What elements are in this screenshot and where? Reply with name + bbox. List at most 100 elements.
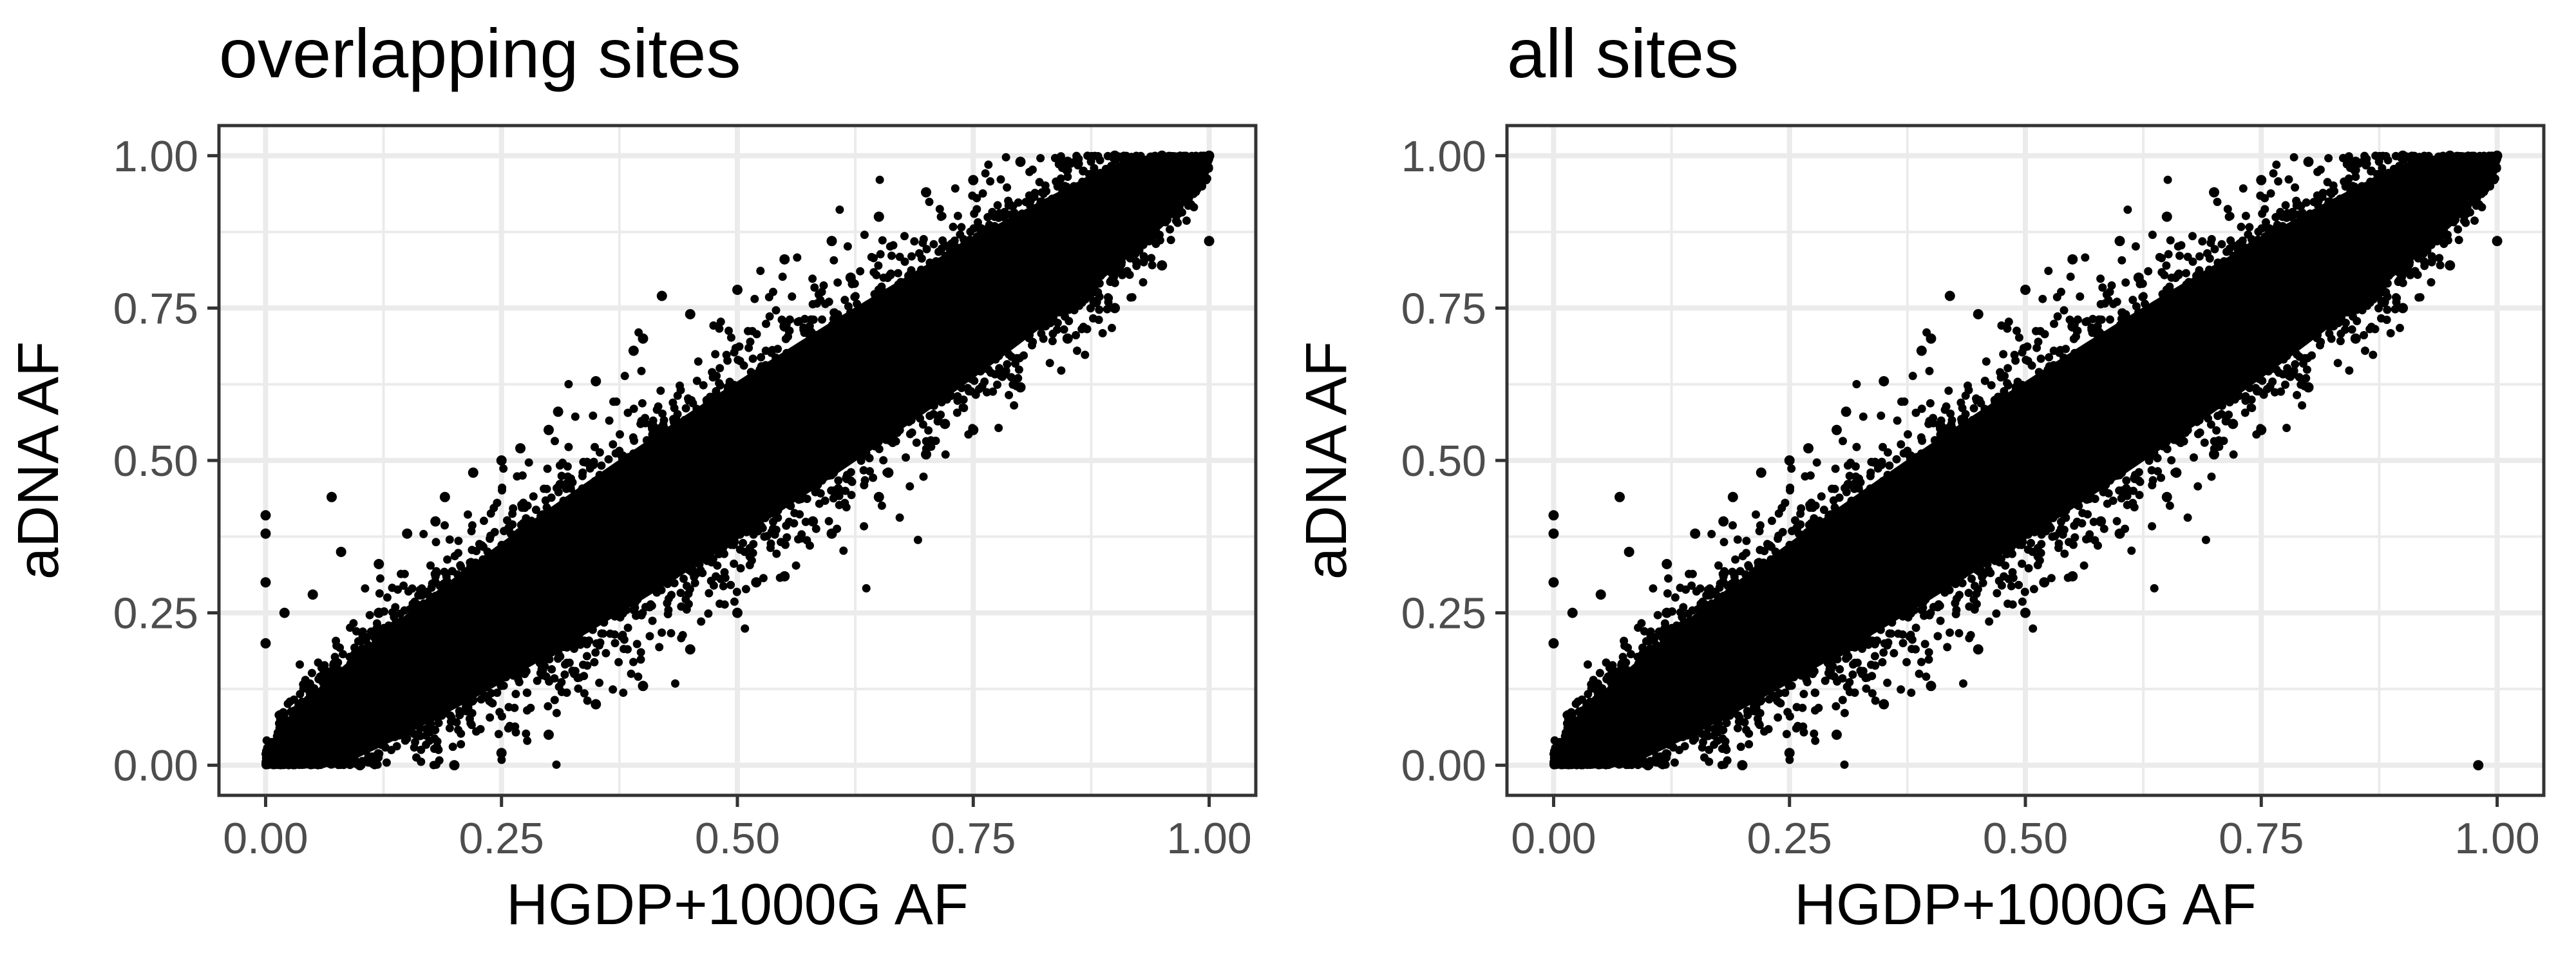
points-layer [1548, 150, 2503, 771]
scatter-point [2067, 254, 2078, 265]
scatter-point [638, 333, 649, 344]
scatter-point [779, 321, 790, 332]
scatter-point [751, 577, 762, 588]
scatter-point [449, 760, 460, 771]
scatter-point [1756, 467, 1766, 478]
scatter-point [628, 345, 639, 356]
x-tick-label: 1.00 [2454, 814, 2539, 863]
scatter-point [1737, 760, 1748, 771]
scatter-point [2492, 150, 2503, 161]
y-tick-label: 0.50 [113, 437, 198, 486]
scatter-point [779, 571, 790, 582]
scatter-point [1690, 528, 1701, 539]
scatter-point [468, 467, 478, 478]
scatter-point [2256, 175, 2267, 185]
scatter-point [1548, 528, 1559, 539]
y-tick-label: 1.00 [113, 132, 198, 181]
scatter-point [1879, 375, 1889, 386]
scatter-point [2161, 211, 2172, 222]
scatter-point [2398, 150, 2409, 161]
x-tick-label: 0.75 [2219, 814, 2304, 863]
scatter-point [2114, 236, 2125, 247]
scatter-point [845, 272, 856, 283]
y-tick-label: 0.50 [1401, 437, 1486, 486]
scatter-point [1062, 333, 1073, 344]
scatter-point [2378, 296, 2389, 307]
scatter-point [1784, 455, 1795, 466]
scatter-point [1879, 699, 1889, 710]
scatter-point [1615, 491, 1625, 502]
scatter-point [1015, 156, 1026, 167]
scatter-point [1973, 308, 1984, 319]
scatter-point [260, 528, 271, 539]
scatter-point [439, 491, 450, 502]
panel-title: overlapping sites [219, 14, 741, 92]
scatter-point [921, 187, 932, 198]
scatter-point [1831, 729, 1842, 740]
scatter-point [1624, 546, 1634, 557]
scatter-point [1718, 516, 1729, 527]
scatter-point [1784, 748, 1795, 759]
scatter-point [826, 528, 837, 539]
scatter-point [2020, 607, 2031, 618]
scatter-point [2303, 382, 2314, 393]
point-cloud [261, 151, 1213, 770]
scatter-point [307, 589, 318, 600]
scatter-point [543, 729, 554, 740]
scatter-point [2114, 528, 2125, 539]
scatter-point [1727, 491, 1738, 502]
scatter-point [2350, 156, 2361, 167]
scatter-point [883, 467, 894, 478]
scatter-point [1662, 607, 1672, 618]
scatter-point [354, 760, 365, 771]
scatter-point [1662, 558, 1672, 569]
scatter-point [2209, 187, 2220, 198]
scatter-point [1204, 150, 1215, 161]
x-axis-title: HGDP+1000G AF [506, 873, 969, 937]
scatter-point [2171, 467, 2182, 478]
panel-1: 0.00 0.25 0.50 0.75 1.00 0.00 0.25 0.50 0.75 1.00… [6, 14, 1258, 937]
panel-2: 0.00 0.25 0.50 0.75 1.00 0.00 0.25 0.50 0.75 1.00… [1294, 14, 2546, 937]
scatter-point [1831, 424, 1842, 435]
scatter-point [685, 308, 696, 319]
scatter-point [2096, 516, 2107, 527]
scatter-point [685, 644, 696, 655]
scatter-point [496, 748, 507, 759]
scatter-point [430, 516, 441, 527]
scatter-point [1944, 290, 1955, 301]
scatter-point [591, 699, 601, 710]
scatter-point [1015, 382, 1026, 393]
scatter-point [260, 638, 271, 649]
scatter-point [374, 607, 384, 618]
y-tick-label: 1.00 [1401, 132, 1486, 181]
scatter-point [2067, 321, 2078, 332]
points-layer [260, 150, 1215, 771]
scatter-point [1567, 607, 1578, 618]
scatter-point [1926, 681, 1937, 692]
scatter-point [873, 491, 884, 502]
scatter-point [2303, 156, 2314, 167]
x-tick-label: 0.00 [223, 814, 308, 863]
point-cloud [1549, 151, 2501, 770]
scatter-point [2445, 150, 2456, 161]
scatter-point [279, 607, 290, 618]
scatter-point [327, 491, 337, 502]
scatter-point [1803, 443, 1814, 454]
scatter-point [1110, 150, 1121, 161]
x-tick-label: 0.25 [1747, 814, 1832, 863]
scatter-point [260, 577, 271, 588]
scatter-point [1926, 333, 1937, 344]
x-tick-label: 0.50 [695, 814, 780, 863]
scatter-point [1157, 150, 1168, 161]
scatter-point [1548, 638, 1559, 649]
scatter-point [336, 546, 346, 557]
scatter-point [732, 285, 743, 296]
scatter-point [1090, 296, 1101, 307]
scatter-point [1157, 260, 1168, 271]
x-tick-label: 0.50 [1983, 814, 2068, 863]
scatter-point [656, 290, 667, 301]
panel-title: all sites [1507, 14, 1739, 92]
scatter-point [2228, 419, 2239, 430]
scatter-point [1204, 236, 1215, 247]
